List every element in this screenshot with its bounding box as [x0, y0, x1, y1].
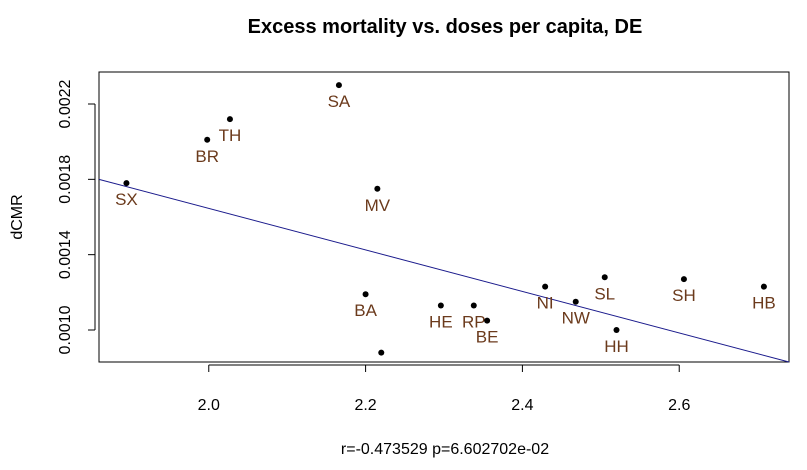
data-point [362, 291, 369, 298]
y-tick-label: 0.0022 [57, 79, 74, 128]
point-label: BE [476, 328, 499, 347]
data-point [470, 302, 477, 309]
point-label: RP [462, 313, 486, 332]
regression-line-group [98, 178, 790, 363]
data-point [601, 274, 608, 281]
data-point [123, 180, 130, 187]
point-label: NI [537, 294, 554, 313]
chart-title: Excess mortality vs. doses per capita, D… [248, 16, 643, 38]
point-label: BR [195, 147, 219, 166]
data-point [680, 276, 687, 283]
data-point [484, 317, 491, 324]
y-axis: 0.0010 0.0014 0.0018 0.0022 [57, 79, 96, 354]
point-label: MV [365, 196, 391, 215]
y-tick-label: 0.0018 [57, 155, 74, 204]
point-label: HH [604, 337, 629, 356]
data-point [378, 349, 385, 356]
data-point [572, 298, 579, 305]
point-label: SL [594, 284, 615, 303]
regression-line [98, 178, 790, 363]
data-point [335, 82, 342, 89]
x-tick-label: 2.2 [354, 397, 376, 414]
point-label: SX [115, 190, 138, 209]
x-tick-label: 2.4 [511, 397, 533, 414]
x-tick-label: 2.0 [198, 397, 220, 414]
x-tick-label: 2.6 [668, 397, 690, 414]
data-point [226, 116, 233, 123]
data-point [374, 185, 381, 192]
point-label: BA [354, 301, 377, 320]
data-point [760, 283, 767, 290]
y-tick-label: 0.0014 [57, 230, 74, 279]
plot-frame [98, 71, 790, 363]
data-point [437, 302, 444, 309]
data-point [204, 136, 211, 143]
point-label: HB [752, 294, 776, 313]
y-tick-label: 0.0010 [57, 305, 74, 354]
point-label: HE [429, 313, 453, 332]
data-point [613, 326, 620, 333]
chart-subtitle: r=-0.473529 p=6.602702e-02 [341, 441, 549, 458]
point-label: NW [562, 309, 590, 328]
x-axis: 2.0 2.2 2.4 2.6 [198, 364, 690, 414]
y-axis-label: dCMR [9, 194, 26, 239]
point-label: SH [672, 286, 696, 305]
point-label: SA [328, 92, 351, 111]
data-point [542, 283, 549, 290]
point-label: TH [219, 126, 242, 145]
